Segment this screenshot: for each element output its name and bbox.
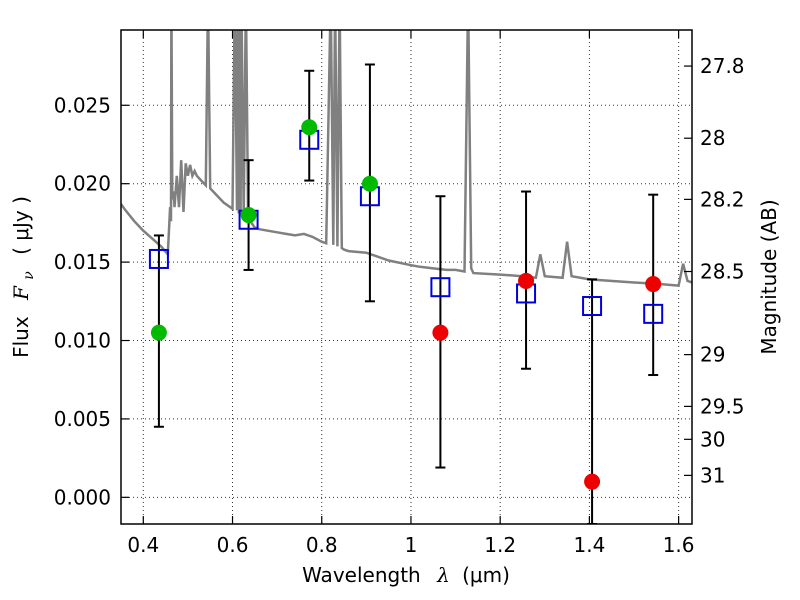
model-flux-marker <box>643 303 664 324</box>
observed-flux-marker <box>150 324 167 341</box>
y-tick-label: 0.010 <box>54 329 111 353</box>
observed-flux-markers <box>150 119 662 490</box>
y2-tick-label: 27.8 <box>700 54 745 78</box>
observed-flux-marker <box>518 272 535 289</box>
plot-background <box>121 30 692 524</box>
y-tick-label: 0.000 <box>54 485 111 509</box>
model-flux-marker <box>430 277 451 298</box>
x-tick-label: 0.4 <box>127 533 159 557</box>
y2-axis-label: Magnitude (AB) <box>757 199 781 354</box>
model-flux-marker <box>582 296 603 317</box>
y2-axis-ticks: 27.8 28 28.2 28.5 29 29.5 30 31 <box>684 54 745 487</box>
x-axis-ticks: 0.4 0.6 0.8 1 1.2 1.4 1.6 <box>127 30 695 557</box>
model-sed-line <box>121 30 692 287</box>
plot-frame <box>120 29 693 525</box>
x-tick-label: 0.6 <box>217 533 249 557</box>
y2-tick-label: 30 <box>700 427 725 451</box>
y2-tick-label: 28 <box>700 126 725 150</box>
x-tick-label: 1 <box>405 533 418 557</box>
y-tick-label: 0.020 <box>54 172 111 196</box>
observed-flux-marker <box>301 119 318 136</box>
model-flux-marker <box>148 248 169 269</box>
observed-flux-marker <box>584 473 601 490</box>
observed-flux-marker <box>361 175 378 192</box>
y2-tick-label: 29 <box>700 343 725 367</box>
y2-tick-label: 29.5 <box>700 394 745 418</box>
observed-flux-marker <box>432 324 449 341</box>
y-axis-ticks: 0.000 0.005 0.010 0.015 0.020 0.025 <box>54 93 129 509</box>
x-axis-label: Wavelength λ (μm) <box>302 563 510 587</box>
x-tick-label: 1.6 <box>663 533 695 557</box>
y-tick-label: 0.025 <box>54 93 111 117</box>
y-tick-label: 0.005 <box>54 407 111 431</box>
x-tick-label: 1.4 <box>573 533 605 557</box>
y2-tick-label: 28.2 <box>700 187 745 211</box>
observed-flux-marker <box>240 207 257 224</box>
x-tick-label: 1.2 <box>484 533 516 557</box>
plot-area <box>121 30 692 524</box>
observed-flux-marker <box>645 276 662 293</box>
x-axis-label-symbol: λ <box>436 563 450 587</box>
y-tick-label: 0.015 <box>54 250 111 274</box>
x-axis-label-text: Wavelength <box>302 563 421 587</box>
y-axis-label: Flux F ν ( μJy ) <box>9 196 38 358</box>
y-axis-label-text: Flux <box>9 316 33 358</box>
y-axis-label-subscript: ν <box>21 271 37 280</box>
x-axis-label-unit: (μm) <box>462 563 510 587</box>
y-axis-label-symbol: F <box>9 285 33 301</box>
y-axis-label-unit: ( μJy ) <box>9 196 33 255</box>
y2-tick-label: 28.5 <box>700 260 745 284</box>
y2-tick-label: 31 <box>700 463 725 487</box>
x-tick-label: 0.8 <box>306 533 338 557</box>
